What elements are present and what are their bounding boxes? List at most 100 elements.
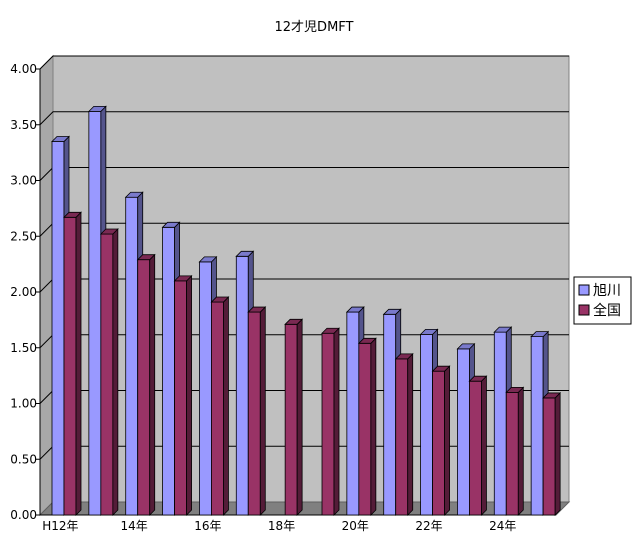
x-tick-label: 24年 [489, 519, 516, 533]
bar-side [333, 327, 340, 516]
x-tick-label: 18年 [268, 519, 295, 533]
bar-front [174, 280, 187, 516]
bar-side [444, 365, 450, 516]
bar-top [382, 308, 402, 315]
bar-front [395, 358, 409, 516]
bar-front [420, 333, 433, 516]
bar-side [223, 296, 229, 516]
bar-national [284, 318, 304, 516]
gridline [39, 111, 569, 126]
bar-front [469, 380, 482, 516]
bar-front [432, 370, 445, 516]
bar-front [137, 259, 151, 516]
y-tick-label: 4.00 [10, 62, 37, 76]
bar-top [99, 228, 119, 235]
y-tick-label: 0.00 [10, 508, 37, 522]
x-tick-label: H12年 [42, 519, 78, 533]
bar-national [321, 327, 340, 516]
y-tick-label: 3.50 [10, 118, 37, 132]
bar-national [99, 228, 119, 516]
bar-top [198, 256, 218, 263]
bar-national [468, 375, 488, 516]
x-tick-label: 20年 [342, 519, 369, 533]
bar-national [136, 253, 156, 516]
bar-national [173, 274, 193, 516]
bar-front [88, 110, 102, 516]
bar-top [161, 221, 181, 228]
bar-side [554, 391, 561, 516]
bar-front [211, 301, 224, 516]
bar-top [136, 254, 156, 261]
bar-front [162, 226, 175, 516]
y-tick-label: 2.00 [10, 285, 37, 299]
bar-top [284, 318, 304, 325]
bar-side [112, 228, 119, 516]
bar-top [419, 328, 439, 335]
bar-side [149, 253, 156, 516]
bar-front [346, 311, 360, 516]
bar-side [75, 211, 82, 516]
bar-front [505, 391, 519, 516]
legend-label: 全国 [593, 302, 621, 319]
bar-front [321, 332, 335, 516]
y-tick-label: 0.50 [10, 452, 37, 466]
bar-front [457, 348, 470, 516]
bar-front [284, 323, 298, 516]
bar-side [186, 274, 192, 516]
legend-swatch [578, 304, 590, 316]
y-tick-label: 3.00 [10, 174, 37, 188]
bar-front [530, 336, 544, 516]
plot-floor [38, 501, 571, 516]
bar-top [247, 306, 267, 313]
bar-front [542, 397, 556, 516]
bar-front [235, 255, 249, 516]
bar-top [394, 353, 414, 360]
bar-top [124, 191, 144, 198]
bar-side [517, 386, 524, 516]
bar-national [431, 365, 451, 516]
y-tick-label: 1.50 [10, 341, 37, 355]
bar-top [235, 250, 255, 257]
bar-top [542, 392, 562, 399]
bar-top [505, 386, 525, 393]
bar-front [100, 233, 114, 516]
bar-top [63, 211, 82, 218]
bar-top [493, 326, 513, 333]
bar-top [210, 296, 230, 303]
bar-national [210, 296, 230, 516]
bar-top [321, 327, 340, 334]
bar-front [199, 261, 212, 516]
bar-national [63, 211, 82, 516]
bar-national [505, 386, 525, 516]
bar-side [407, 352, 414, 516]
bar-national [542, 391, 562, 516]
bar-front [358, 342, 372, 516]
bar-side [259, 306, 266, 516]
chart-title: 12才児DMFT [275, 20, 354, 35]
x-tick-label: 16年 [194, 519, 221, 533]
bar-front [63, 216, 77, 516]
bar-top [530, 331, 550, 338]
plot-area: 0.00 0.50 1.00 1.50 2.00 2.50 3.00 3.50 4.00 H12年… [10, 54, 571, 533]
bar-side [296, 318, 303, 516]
bar-front [383, 313, 397, 516]
bar-side [370, 337, 377, 516]
bar-front [125, 196, 139, 516]
legend-label: 旭川 [593, 283, 621, 299]
bar-national [247, 306, 267, 516]
gridline [39, 55, 569, 70]
bar-top [173, 275, 193, 282]
bar-top [468, 375, 488, 382]
legend-swatch [578, 284, 590, 296]
bar-front [493, 331, 507, 516]
bar-top [51, 136, 70, 142]
bar-top [357, 337, 377, 344]
bar-top [456, 343, 476, 350]
bar-front [247, 311, 261, 516]
bar-side [481, 375, 487, 516]
bar-front [51, 141, 65, 516]
bar-top [431, 365, 451, 372]
bar-top [345, 306, 365, 313]
x-tick-label: 14年 [121, 519, 148, 533]
